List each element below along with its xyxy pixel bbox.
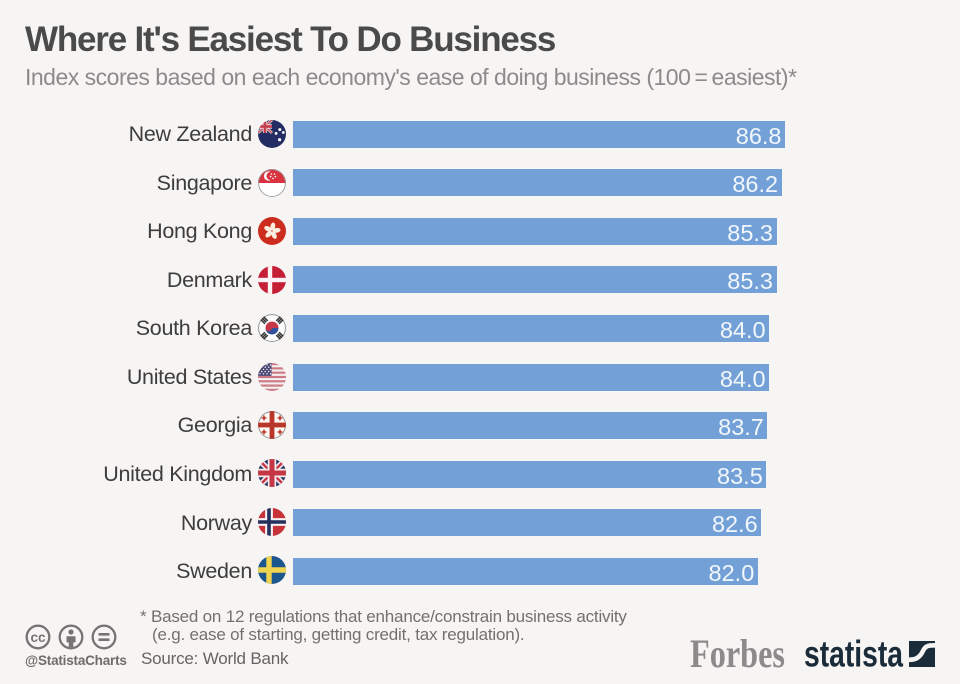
svg-text:statista: statista: [804, 636, 903, 670]
svg-text:cc: cc: [30, 630, 46, 645]
svg-text:Forbes: Forbes: [690, 638, 785, 670]
